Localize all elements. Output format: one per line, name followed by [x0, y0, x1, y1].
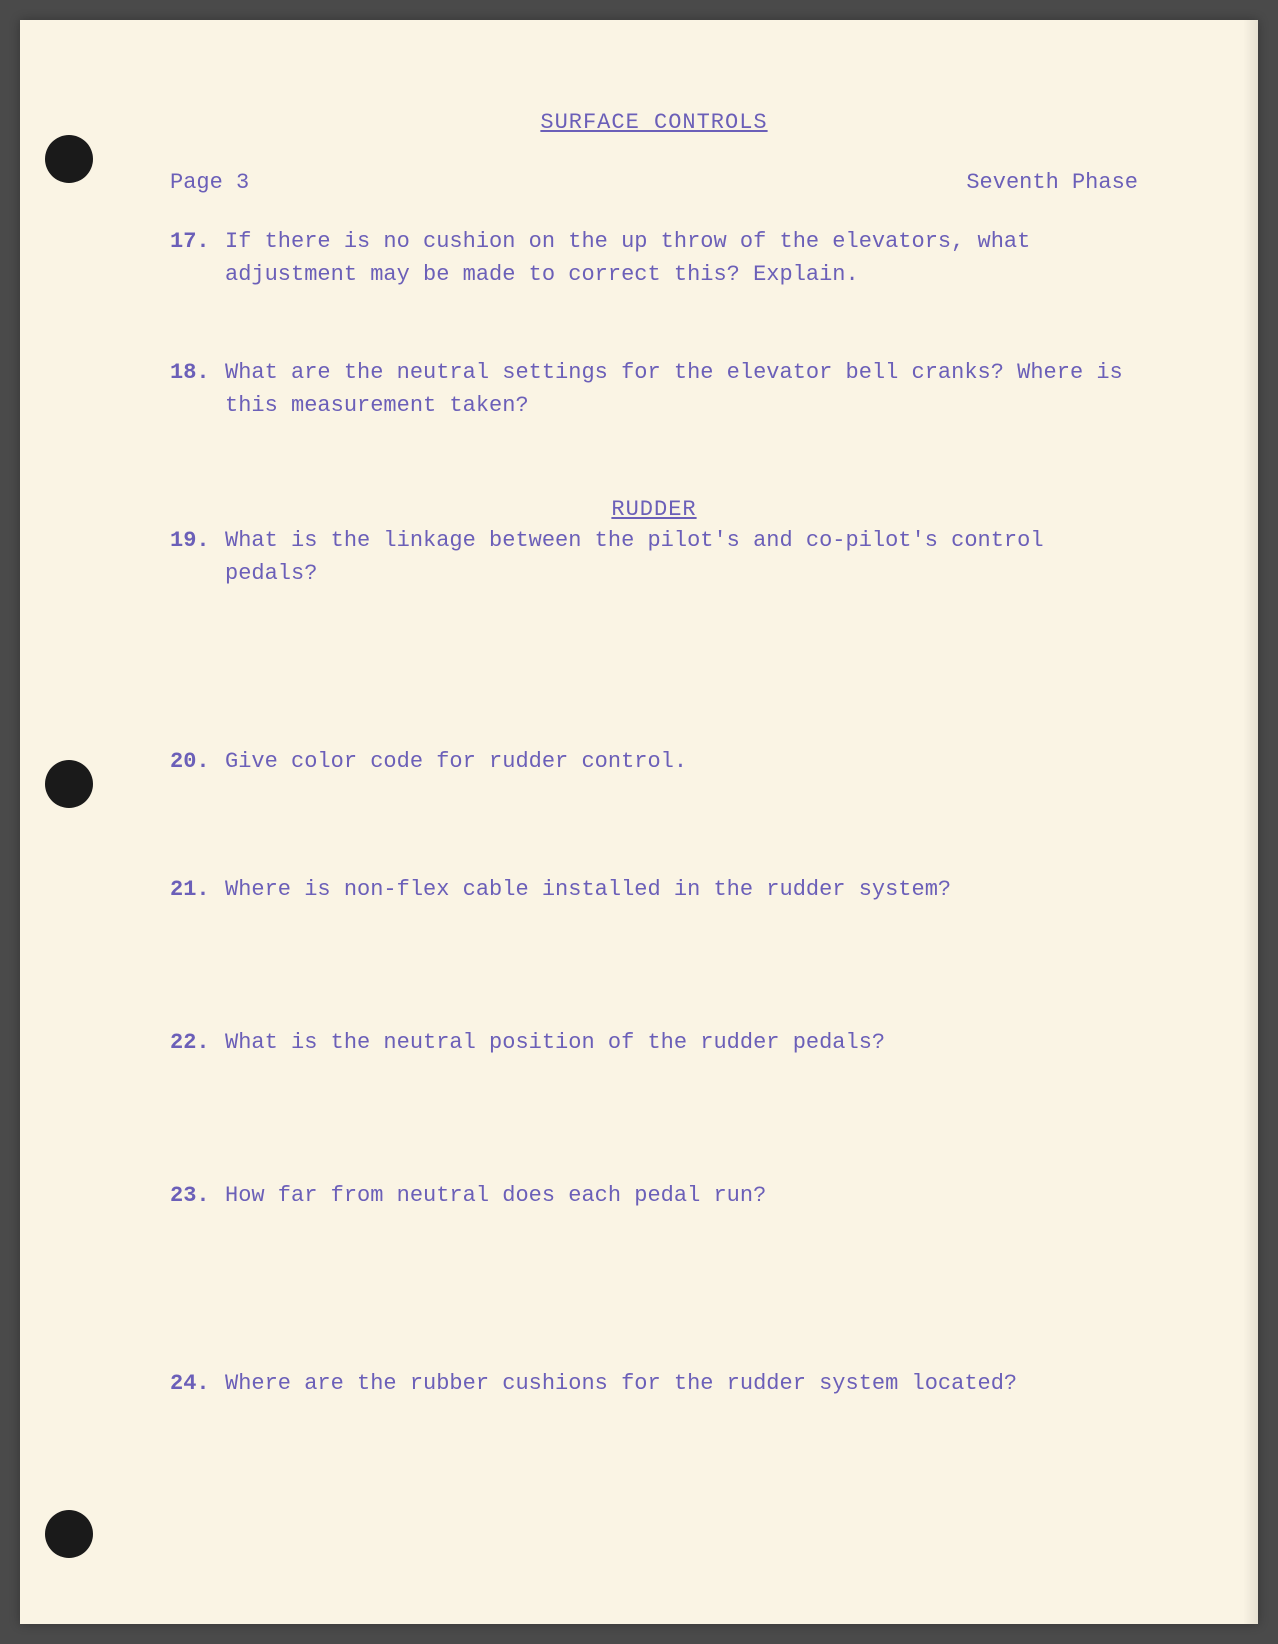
- question-number: 22.: [170, 1026, 225, 1059]
- question-item: 18. What are the neutral settings for th…: [170, 356, 1138, 422]
- question-text: Where is non-flex cable installed in the…: [225, 873, 1138, 906]
- question-item: 21. Where is non-flex cable installed in…: [170, 873, 1138, 906]
- question-item: 23. How far from neutral does each pedal…: [170, 1179, 1138, 1212]
- punch-hole: [45, 135, 93, 183]
- document-page: SURFACE CONTROLS Page 3 Seventh Phase 17…: [20, 20, 1258, 1624]
- question-number: 17.: [170, 225, 225, 291]
- question-text: If there is no cushion on the up throw o…: [225, 225, 1138, 291]
- question-number: 20.: [170, 745, 225, 778]
- document-title: SURFACE CONTROLS: [170, 110, 1138, 135]
- phase-label: Seventh Phase: [966, 170, 1138, 195]
- header-row: Page 3 Seventh Phase: [170, 170, 1138, 195]
- question-text: What is the linkage between the pilot's …: [225, 524, 1138, 590]
- section-heading: RUDDER: [170, 497, 1138, 522]
- question-text: Give color code for rudder control.: [225, 745, 1138, 778]
- punch-hole: [45, 1510, 93, 1558]
- question-item: 20. Give color code for rudder control.: [170, 745, 1138, 778]
- question-number: 24.: [170, 1367, 225, 1400]
- question-text: What are the neutral settings for the el…: [225, 356, 1138, 422]
- question-text: What is the neutral position of the rudd…: [225, 1026, 1138, 1059]
- question-item: 17. If there is no cushion on the up thr…: [170, 225, 1138, 291]
- question-item: 19. What is the linkage between the pilo…: [170, 524, 1138, 590]
- question-text: How far from neutral does each pedal run…: [225, 1179, 1138, 1212]
- question-item: 22. What is the neutral position of the …: [170, 1026, 1138, 1059]
- page-number-label: Page 3: [170, 170, 249, 195]
- question-number: 18.: [170, 356, 225, 422]
- question-item: 24. Where are the rubber cushions for th…: [170, 1367, 1138, 1400]
- question-number: 23.: [170, 1179, 225, 1212]
- page-edge-shadow: [1243, 20, 1258, 1624]
- question-number: 21.: [170, 873, 225, 906]
- question-text: Where are the rubber cushions for the ru…: [225, 1367, 1138, 1400]
- punch-hole: [45, 760, 93, 808]
- question-number: 19.: [170, 524, 225, 590]
